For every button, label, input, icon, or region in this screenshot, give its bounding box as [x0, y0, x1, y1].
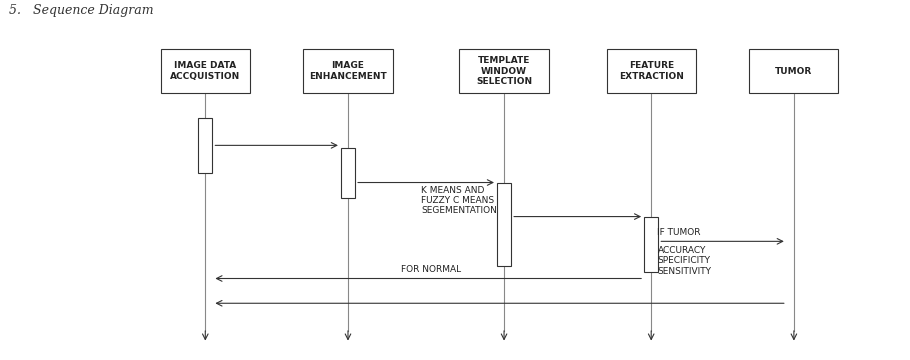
Bar: [460, 49, 549, 93]
Bar: [607, 49, 696, 93]
Bar: [198, 117, 212, 173]
Bar: [341, 148, 355, 198]
Bar: [303, 49, 392, 93]
Text: FEATURE
EXTRACTION: FEATURE EXTRACTION: [619, 61, 683, 81]
Bar: [749, 49, 838, 93]
Text: IF TUMOR: IF TUMOR: [657, 228, 701, 237]
Text: IMAGE DATA
ACCQUISTION: IMAGE DATA ACCQUISTION: [170, 61, 240, 81]
Text: TUMOR: TUMOR: [775, 67, 813, 76]
Bar: [161, 49, 250, 93]
Text: FOR NORMAL: FOR NORMAL: [401, 265, 461, 274]
Bar: [497, 183, 511, 266]
Bar: [644, 217, 658, 272]
Text: TEMPLATE
WINDOW
SELECTION: TEMPLATE WINDOW SELECTION: [476, 56, 532, 86]
Text: IMAGE
ENHANCEMENT: IMAGE ENHANCEMENT: [309, 61, 387, 81]
Text: ACCURACY
SPECIFICITY
SENSITIVITY: ACCURACY SPECIFICITY SENSITIVITY: [657, 246, 712, 276]
Text: K MEANS AND
FUZZY C MEANS
SEGEMENTATION: K MEANS AND FUZZY C MEANS SEGEMENTATION: [421, 186, 497, 215]
Text: 5.   Sequence Diagram: 5. Sequence Diagram: [9, 4, 154, 17]
